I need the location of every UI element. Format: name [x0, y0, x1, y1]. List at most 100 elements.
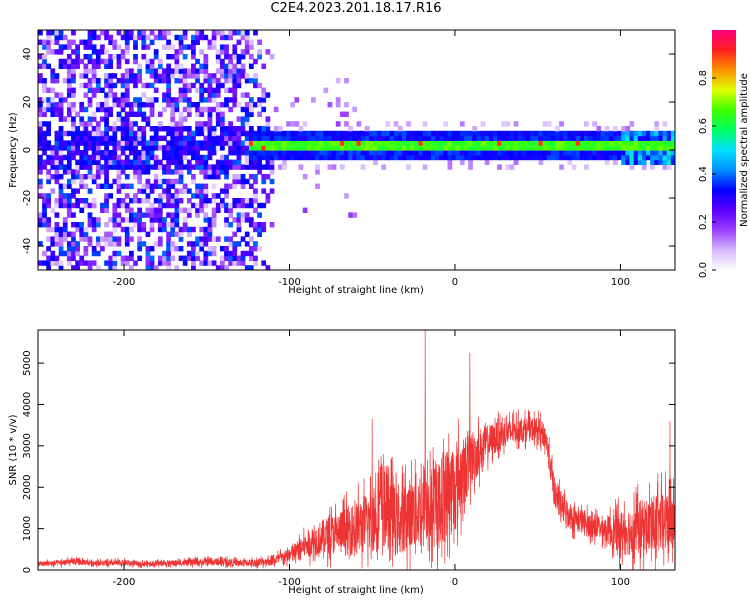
heatmap-cell — [315, 154, 320, 161]
heatmap-cell — [203, 87, 209, 93]
heatmap-cell — [104, 150, 109, 156]
heatmap-cell — [290, 145, 296, 151]
heatmap-cell — [149, 255, 155, 261]
heatmap-cell — [195, 39, 200, 45]
heatmap-cell — [95, 78, 101, 84]
heatmap-cell — [240, 174, 246, 180]
heatmap-cell — [186, 97, 192, 103]
heatmap-cell — [422, 145, 428, 151]
heatmap-cell — [215, 102, 221, 108]
heatmap-cell — [224, 78, 229, 84]
heatmap-cell — [58, 236, 64, 242]
heatmap-cell — [228, 241, 234, 247]
heatmap-cell — [339, 111, 345, 117]
heatmap-cell — [71, 30, 76, 36]
heatmap-cell — [253, 159, 258, 165]
heatmap-cell — [124, 159, 130, 165]
heatmap-cell — [488, 140, 494, 146]
heatmap-cell — [157, 260, 163, 266]
heatmap-cell — [42, 260, 47, 266]
heatmap-cell — [83, 174, 89, 180]
heatmap-cell — [393, 145, 399, 151]
heatmap-cell — [191, 68, 196, 74]
heatmap-cell — [248, 183, 254, 189]
heatmap-cell — [120, 82, 126, 89]
heatmap-cell — [50, 30, 56, 36]
heatmap-cell — [145, 198, 151, 204]
heatmap-cell — [666, 130, 672, 137]
heatmap-cell — [71, 154, 76, 161]
heatmap-cell — [418, 154, 424, 161]
heatmap-cell — [302, 121, 308, 127]
heatmap-cell — [42, 121, 47, 127]
heatmap-cell — [120, 164, 126, 170]
heatmap-cell — [87, 169, 93, 175]
heatmap-cell — [104, 183, 109, 189]
heatmap-cell — [166, 63, 171, 69]
heatmap-cell — [71, 212, 76, 218]
heatmap-cell — [100, 44, 105, 50]
heatmap-cell — [91, 135, 97, 141]
heatmap-cell — [282, 150, 287, 156]
heatmap-cell — [71, 202, 76, 209]
heatmap-cell — [100, 140, 105, 146]
heatmap-cell — [133, 82, 138, 89]
heatmap-cell — [542, 154, 548, 161]
heatmap-cell — [257, 212, 262, 218]
heatmap-cell — [215, 78, 221, 84]
heatmap-cell — [46, 260, 52, 266]
heatmap-cell — [484, 130, 490, 137]
heatmap-cell — [670, 150, 675, 156]
heatmap-cell — [46, 174, 52, 180]
heatmap-cell — [120, 145, 126, 151]
heatmap-cell — [472, 154, 478, 161]
heatmap-cell — [261, 87, 267, 93]
heatmap-cell — [58, 106, 64, 113]
heatmap-cell — [207, 198, 213, 204]
heatmap-cell — [298, 164, 304, 170]
heatmap-cell — [42, 82, 47, 89]
heatmap-cell — [203, 58, 209, 65]
heatmap-cell — [195, 34, 200, 41]
heatmap-cell — [240, 183, 246, 189]
heatmap-cell — [236, 154, 242, 161]
heatmap-cell — [236, 198, 242, 204]
heatmap-cell — [472, 135, 478, 141]
heatmap-cell — [100, 102, 105, 108]
heatmap-cell — [228, 140, 234, 146]
heatmap-cell — [50, 226, 56, 233]
heatmap-cell — [236, 150, 242, 156]
heatmap-cell — [236, 82, 242, 89]
heatmap-cell — [650, 150, 655, 156]
heatmap-cell — [42, 145, 47, 151]
heatmap-cell — [364, 154, 370, 161]
heatmap-cell — [550, 135, 556, 141]
heatmap-cell — [526, 145, 531, 151]
heatmap-cell — [476, 154, 482, 161]
heatmap-cell — [596, 130, 602, 137]
heatmap-cell — [253, 58, 258, 65]
heatmap-cell — [191, 226, 196, 233]
heatmap-cell — [79, 106, 85, 113]
heatmap-cell — [203, 54, 209, 60]
heatmap-cell — [133, 130, 138, 137]
heatmap-cell — [141, 140, 147, 146]
heatmap-cell — [588, 140, 593, 146]
heatmap-cell — [497, 154, 502, 161]
heatmap-cell — [104, 207, 109, 213]
heatmap-cell — [617, 150, 622, 156]
heatmap-cell — [149, 106, 155, 113]
heatmap-cell — [75, 202, 80, 209]
heatmap-cell — [360, 164, 366, 170]
heatmap-cell — [521, 145, 527, 151]
heatmap-cell — [546, 130, 552, 137]
heatmap-cell — [509, 130, 515, 137]
heatmap-cell — [220, 154, 225, 161]
heatmap-cell — [273, 140, 279, 146]
heatmap-cell — [331, 154, 337, 161]
heatmap-cell — [203, 78, 209, 84]
colorbar-tick-label: 0.6 — [698, 118, 709, 134]
heatmap-cell — [149, 135, 155, 141]
heatmap-cell — [261, 126, 267, 132]
heatmap-cell — [385, 121, 391, 127]
